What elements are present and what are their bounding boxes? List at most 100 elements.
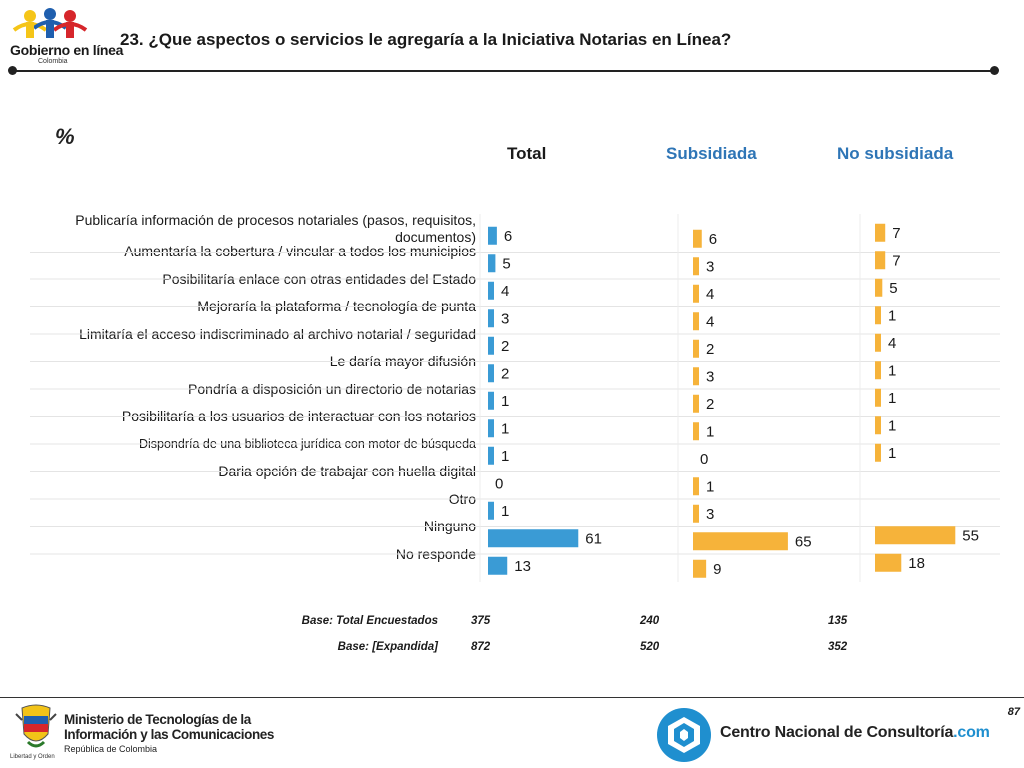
gobierno-en-linea-logo	[12, 8, 88, 38]
base-expandida-total-value: 872	[471, 641, 491, 653]
data-label-subsidiada: 4	[706, 313, 714, 330]
bar-chart: 6543221110161136344232101365977514111155…	[30, 214, 1000, 582]
bar-nosubsidiada	[875, 223, 886, 242]
data-label-total: 6	[504, 228, 512, 245]
bar-subsidiada	[693, 367, 699, 386]
data-label-subsidiada: 1	[706, 478, 714, 495]
data-label-subsidiada: 2	[706, 341, 714, 358]
bar-nosubsidiada	[875, 333, 881, 352]
data-label-subsidiada: 0	[700, 451, 708, 468]
column-header-total: Total	[507, 144, 547, 163]
data-label-nosubsidiada: 1	[888, 390, 896, 407]
divider-right-dot	[990, 66, 999, 75]
data-label-nosubsidiada: 5	[889, 280, 897, 297]
data-label-total: 1	[501, 503, 509, 520]
base-total-label: Base: Total Encuestados	[301, 615, 438, 627]
ministry-line-1: Ministerio de Tecnologías de la	[64, 712, 251, 727]
bar-total	[488, 309, 494, 328]
unit-label: %	[55, 124, 75, 149]
bar-subsidiada	[693, 532, 788, 551]
data-label-total: 2	[501, 338, 509, 355]
data-label-nosubsidiada: 1	[888, 307, 896, 324]
cnc-logo-icon	[657, 708, 711, 762]
base-subsidiada-value: 240	[640, 615, 660, 627]
bar-nosubsidiada	[875, 553, 902, 572]
bar-subsidiada	[693, 257, 699, 276]
cnc-suffix: .com	[953, 724, 990, 741]
data-label-nosubsidiada: 55	[962, 527, 979, 544]
bar-total	[488, 336, 494, 355]
category-label: Publicaría información de procesos notar…	[75, 212, 476, 245]
bar-total	[488, 364, 494, 383]
bar-total	[488, 556, 508, 575]
cnc-name: Centro Nacional de Consultoría	[720, 724, 954, 741]
base-nosubsidiada-value: 135	[828, 615, 848, 627]
divider-left-dot	[8, 66, 17, 75]
shield-caption: Libertad y Orden	[10, 754, 55, 760]
bar-total	[488, 254, 496, 273]
bar-nosubsidiada	[875, 361, 881, 380]
data-label-subsidiada: 3	[706, 368, 714, 385]
bar-subsidiada	[693, 229, 702, 248]
column-header-no-subsidiada: No subsidiada	[837, 144, 954, 163]
ministry-line-3: República de Colombia	[64, 744, 158, 754]
footer-divider	[0, 697, 1024, 698]
data-label-nosubsidiada: 4	[888, 335, 896, 352]
data-label-subsidiada: 2	[706, 396, 714, 413]
bar-subsidiada	[693, 477, 699, 496]
data-label-total: 61	[585, 530, 602, 547]
data-label-total: 1	[501, 448, 509, 465]
logo-subtitle: Colombia	[38, 58, 68, 65]
bar-nosubsidiada	[875, 251, 886, 270]
ministry-line-2: Información y las Comunicaciones	[64, 727, 275, 742]
bar-total	[488, 529, 579, 548]
data-label-total: 1	[501, 393, 509, 410]
data-label-total: 0	[495, 475, 503, 492]
base-expandida-label: Base: [Expandida]	[337, 641, 438, 653]
data-label-total: 4	[501, 283, 509, 300]
page-title: 23. ¿Que aspectos o servicios le agregar…	[120, 30, 732, 49]
bar-nosubsidiada	[875, 388, 881, 407]
data-label-subsidiada: 6	[709, 231, 717, 248]
bar-total	[488, 501, 494, 520]
bar-total	[488, 446, 494, 465]
data-label-total: 13	[514, 558, 531, 575]
base-expandida-subsidiada-value: 520	[640, 641, 660, 653]
bar-subsidiada	[693, 559, 707, 578]
data-label-total: 3	[501, 310, 509, 327]
data-label-total: 5	[502, 255, 510, 272]
bar-subsidiada	[693, 284, 699, 303]
data-label-nosubsidiada: 7	[892, 252, 900, 269]
bar-nosubsidiada	[875, 306, 881, 325]
base-expandida-nosubsidiada-value: 352	[828, 641, 848, 653]
data-label-total: 1	[501, 420, 509, 437]
logo-wordmark: Gobierno en línea	[10, 42, 124, 58]
bar-total	[488, 281, 494, 300]
bar-total	[488, 226, 497, 245]
bar-subsidiada	[693, 312, 699, 331]
bar-subsidiada	[693, 422, 699, 441]
base-total-value: 375	[471, 615, 491, 627]
data-label-subsidiada: 9	[713, 561, 721, 578]
data-label-subsidiada: 4	[706, 286, 714, 303]
data-label-nosubsidiada: 18	[908, 555, 925, 572]
data-label-subsidiada: 65	[795, 533, 812, 550]
category-label: Aumentaría la cobertura / vincular a tod…	[124, 243, 476, 260]
bar-nosubsidiada	[875, 416, 881, 435]
bar-total	[488, 391, 494, 410]
data-label-nosubsidiada: 1	[888, 445, 896, 462]
data-label-subsidiada: 3	[706, 506, 714, 523]
ministry-logo-text: Ministerio de Tecnologías de la Informac…	[64, 712, 274, 757]
bar-nosubsidiada	[875, 526, 956, 545]
bar-total	[488, 419, 494, 438]
bar-subsidiada	[693, 339, 699, 358]
page-number: 87	[1007, 706, 1020, 718]
header-divider	[12, 70, 996, 72]
cnc-wordmark: Centro Nacional de Consultoría.com	[720, 724, 990, 742]
data-label-subsidiada: 3	[706, 258, 714, 275]
bar-nosubsidiada	[875, 443, 881, 462]
data-label-subsidiada: 1	[706, 423, 714, 440]
bar-subsidiada	[693, 394, 699, 413]
bar-nosubsidiada	[875, 278, 883, 297]
data-label-total: 2	[501, 365, 509, 382]
